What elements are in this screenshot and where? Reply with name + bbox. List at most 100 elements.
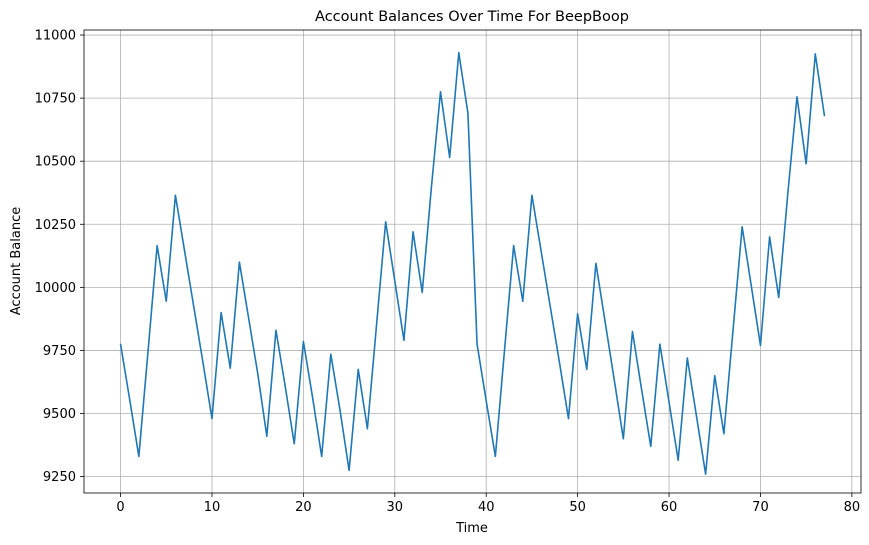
data-point [750,285,752,287]
data-point [339,409,341,411]
data-point [659,343,661,345]
data-point [677,459,679,461]
x-tick-label: 30 [387,500,404,515]
data-point [147,351,149,353]
data-point [247,317,250,319]
data-point [257,372,259,374]
data-point [330,353,332,355]
x-tick-label: 50 [569,500,586,515]
y-axis: 9250 9500 9750 10000 10250 10500 10750 11000 [35,29,84,485]
data-point [138,455,140,458]
chart-title: Account Balances Over Time For BeepBoop [315,9,629,25]
x-axis-label: Time [455,521,488,536]
data-point [321,455,323,458]
data-point [668,401,670,403]
data-point [805,163,807,165]
data-point [202,361,204,363]
data-point [778,296,780,299]
data-point [558,361,560,363]
x-tick-label: 40 [478,500,495,515]
data-point [229,367,231,369]
data-point [613,378,615,381]
data-point [531,194,533,196]
data-point [430,187,432,189]
y-tick-label: 11000 [35,29,76,44]
data-point [348,469,350,471]
data-point [394,280,396,282]
data-point [129,399,131,401]
data-point [311,396,314,398]
data-point [403,339,405,341]
data-point [577,313,579,315]
data-point [293,443,295,445]
y-tick-label: 10500 [35,155,76,170]
y-axis-label: Account Balance [9,207,24,315]
data-point [119,343,122,345]
data-point [705,473,707,475]
data-point [503,349,506,352]
data-point [467,112,469,114]
data-point [494,455,496,458]
data-point [622,438,624,440]
data-point [174,194,177,196]
data-point [193,305,195,307]
data-point [714,375,716,377]
data-point [787,192,789,194]
data-point [522,300,524,302]
series-line [119,51,826,475]
y-tick-label: 10250 [35,218,76,233]
data-point [412,231,414,233]
data-point [275,329,277,331]
data-point [266,435,268,437]
data-point [741,226,743,228]
data-point [695,415,698,417]
data-point [759,344,762,346]
data-point [357,368,359,370]
data-point [595,262,597,264]
plot-frame [83,29,862,494]
y-tick-label: 9750 [43,344,76,359]
plot-area [119,51,826,475]
data-point [814,53,816,55]
data-point [449,156,451,159]
data-point [476,343,478,345]
data-point [183,250,186,252]
x-tick-label: 10 [204,500,221,515]
y-tick-label: 9500 [43,407,76,422]
data-point [796,96,798,98]
data-point [567,417,570,420]
data-point [686,357,688,359]
data-point [650,445,652,447]
x-axis: 0 10 20 30 40 50 60 70 80 [116,493,860,515]
data-point [485,400,487,402]
x-tick-label: 20 [295,500,312,515]
x-tick-label: 70 [752,500,769,515]
data-point [604,320,606,323]
data-point [439,91,442,93]
data-point [723,433,725,435]
data-point [302,341,304,343]
data-point [586,368,588,370]
data-point [165,300,167,302]
data-point [238,261,240,263]
data-point [156,245,158,247]
x-tick-label: 0 [116,500,124,515]
x-tick-label: 60 [661,500,678,515]
data-point [540,250,542,252]
data-point [421,291,423,294]
data-point [732,329,734,331]
data-point [631,330,634,333]
data-point [458,52,460,54]
y-tick-label: 10750 [35,92,76,107]
data-point [823,115,826,117]
x-tick-label: 80 [844,500,861,515]
data-point [220,311,222,314]
data-point [375,324,378,326]
gridlines [84,30,861,493]
data-point [513,245,515,247]
data-point [549,305,551,307]
data-point [211,417,213,420]
data-point [284,385,286,387]
data-point [641,388,643,391]
